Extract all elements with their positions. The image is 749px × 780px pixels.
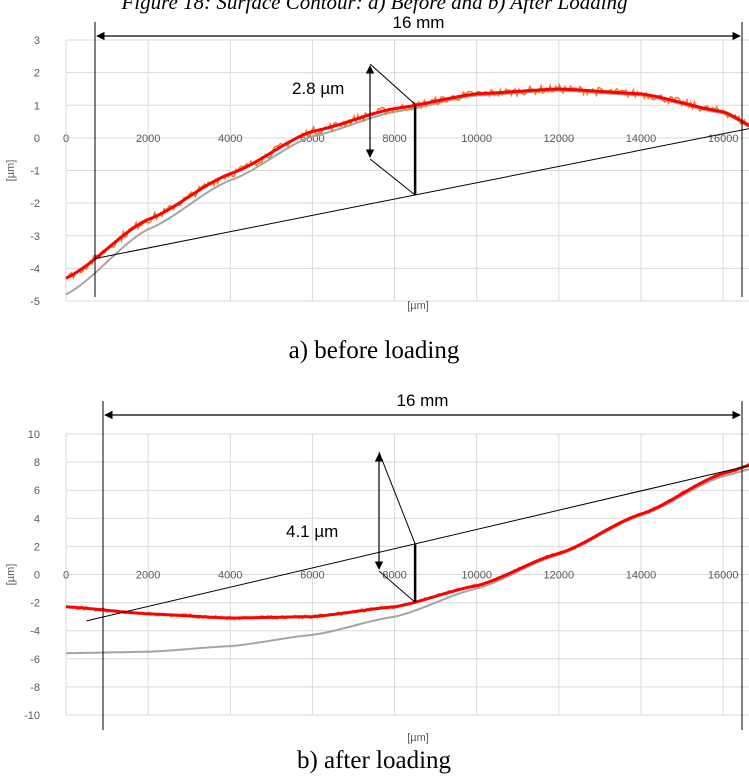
y-tick-label: -2 (30, 198, 40, 210)
span-length-label: 16 mm (397, 391, 449, 410)
series-smoothed-profile (65, 82, 749, 281)
deviation-guide-top (369, 63, 416, 105)
header-caption: Figure 18: Surface Contour: a) Before an… (121, 0, 628, 14)
x-tick-label: 0 (63, 570, 69, 582)
deviation-label: 2.8 µm (292, 79, 344, 98)
series-reference-line (65, 89, 749, 296)
span-length-label: 16 mm (393, 13, 445, 32)
y-tick-label: -3 (30, 231, 40, 243)
x-tick-label: 2000 (136, 570, 160, 582)
x-tick-label: 6000 (300, 570, 324, 582)
x-tick-label: 4000 (218, 133, 242, 145)
gridlines (65, 39, 749, 302)
gridlines (65, 433, 749, 716)
y-tick-label: -2 (30, 598, 40, 610)
y-axis-label: [µm] (5, 160, 17, 182)
x-tick-label: 8000 (382, 133, 406, 145)
x-tick-label: 10000 (461, 570, 492, 582)
y-tick-label: 2 (34, 68, 40, 80)
x-axis-label: [µm] (407, 300, 429, 312)
y-axis-label: [µm] (5, 564, 17, 586)
y-tick-label: -1 (30, 166, 40, 178)
deviation-guide-bottom (378, 570, 416, 603)
y-tick-label: 0 (34, 570, 40, 582)
x-axis-label: [µm] (407, 732, 429, 744)
x-tick-label: 12000 (544, 133, 575, 145)
panel-caption: b) after loading (297, 747, 452, 774)
y-tick-label: -4 (30, 263, 40, 275)
series-fit-curve (65, 463, 749, 620)
deviation-guide-bottom (369, 158, 416, 196)
chord-line (94, 128, 749, 260)
x-tick-label: 8000 (382, 570, 406, 582)
x-tick-label: 12000 (544, 570, 575, 582)
x-tick-label: 4000 (218, 570, 242, 582)
y-tick-label: 2 (34, 541, 40, 553)
y-tick-label: 4 (34, 513, 40, 525)
x-tick-label: 10000 (461, 133, 492, 145)
y-tick-label: 6 (34, 485, 40, 497)
x-tick-label: 0 (63, 133, 69, 145)
y-tick-label: -5 (30, 296, 40, 308)
deviation-label: 4.1 µm (286, 522, 338, 541)
y-tick-label: -8 (30, 682, 40, 694)
x-tick-label: 2000 (136, 133, 160, 145)
y-tick-label: -6 (30, 654, 40, 666)
y-tick-label: 3 (34, 35, 40, 47)
x-tick-label: 14000 (626, 570, 657, 582)
x-tick-label: 16000 (708, 133, 739, 145)
y-tick-label: -4 (30, 626, 40, 638)
y-tick-label: 8 (34, 457, 40, 469)
x-tick-label: 16000 (708, 570, 739, 582)
deviation-guide-top (378, 451, 416, 545)
series-fit-curve (65, 87, 749, 280)
y-tick-label: 1 (34, 100, 40, 112)
chart-after-loading: -10 -8 -6 -4 -2 0 2 4 6 8 10 0 2000 4000 6000 8000 10000… (5, 391, 749, 774)
series-reference-line (66, 468, 749, 655)
x-tick-label: 14000 (626, 133, 657, 145)
panel-caption: a) before loading (289, 337, 460, 364)
y-tick-label: 10 (28, 429, 40, 441)
y-tick-label: -10 (24, 710, 40, 722)
chord-line (86, 465, 749, 622)
y-tick-label: 0 (34, 133, 40, 145)
